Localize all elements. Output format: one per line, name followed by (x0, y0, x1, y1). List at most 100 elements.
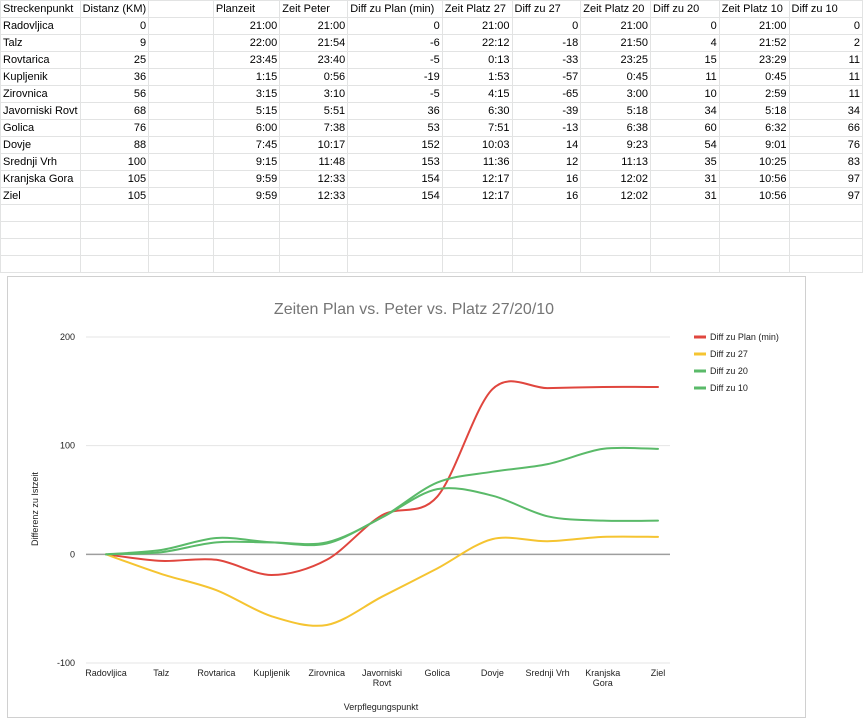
cell[interactable] (148, 136, 214, 154)
cell[interactable] (148, 51, 214, 69)
cell[interactable]: 11:48 (279, 153, 349, 171)
cell[interactable]: 23:45 (212, 51, 281, 69)
cell[interactable]: 21:00 (580, 17, 652, 35)
column-header[interactable]: Diff zu 27 (511, 0, 582, 18)
cell[interactable]: 12:02 (580, 170, 652, 188)
cell[interactable]: -13 (511, 119, 582, 137)
cell[interactable]: 12:17 (441, 187, 513, 205)
cell[interactable]: 10:56 (718, 187, 790, 205)
cell[interactable] (148, 34, 214, 52)
cell[interactable]: 10:17 (279, 136, 349, 154)
empty-cell[interactable] (511, 221, 582, 239)
cell[interactable]: 9:59 (212, 170, 281, 188)
cell[interactable]: 21:00 (279, 17, 349, 35)
cell[interactable]: 36 (79, 68, 150, 86)
cell[interactable]: 12:02 (580, 187, 652, 205)
empty-cell[interactable] (718, 204, 790, 222)
empty-cell[interactable] (788, 204, 863, 222)
cell[interactable]: 88 (79, 136, 150, 154)
column-header[interactable]: Planzeit (212, 0, 281, 18)
empty-cell[interactable] (79, 238, 150, 256)
cell[interactable]: 0:45 (718, 68, 790, 86)
cell[interactable]: 35 (650, 153, 720, 171)
cell[interactable]: 9:23 (580, 136, 652, 154)
empty-cell[interactable] (441, 221, 513, 239)
cell[interactable]: 60 (650, 119, 720, 137)
cell[interactable]: -19 (347, 68, 443, 86)
cell[interactable]: 14 (511, 136, 582, 154)
chart-card[interactable]: Zeiten Plan vs. Peter vs. Platz 27/20/10… (7, 276, 806, 718)
cell[interactable]: 9:59 (212, 187, 281, 205)
cell[interactable]: 153 (347, 153, 443, 171)
cell[interactable]: Dovje (0, 136, 81, 154)
legend-label[interactable]: Diff zu 10 (710, 383, 748, 393)
cell[interactable]: 16 (511, 170, 582, 188)
cell[interactable]: 105 (79, 170, 150, 188)
column-header[interactable]: Zeit Peter (279, 0, 349, 18)
cell[interactable]: 21:52 (718, 34, 790, 52)
cell[interactable]: 7:38 (279, 119, 349, 137)
cell[interactable]: 12:17 (441, 170, 513, 188)
cell[interactable]: 9:15 (212, 153, 281, 171)
column-header[interactable]: Diff zu 20 (650, 0, 720, 18)
empty-cell[interactable] (148, 204, 214, 222)
empty-cell[interactable] (0, 255, 81, 273)
empty-cell[interactable] (650, 204, 720, 222)
cell[interactable]: 11:13 (580, 153, 652, 171)
cell[interactable]: 0:56 (279, 68, 349, 86)
cell[interactable]: 154 (347, 170, 443, 188)
empty-cell[interactable] (441, 238, 513, 256)
cell[interactable]: Zirovnica (0, 85, 81, 103)
empty-cell[interactable] (347, 204, 443, 222)
empty-cell[interactable] (441, 204, 513, 222)
cell[interactable]: 11 (650, 68, 720, 86)
empty-cell[interactable] (788, 238, 863, 256)
cell[interactable]: -5 (347, 51, 443, 69)
empty-cell[interactable] (511, 204, 582, 222)
cell[interactable]: 4 (650, 34, 720, 52)
cell[interactable]: 3:10 (279, 85, 349, 103)
cell[interactable]: 0 (788, 17, 863, 35)
column-header[interactable]: Distanz (KM) (79, 0, 150, 18)
series-line-1[interactable] (105, 535, 659, 627)
cell[interactable]: 11 (788, 68, 863, 86)
cell[interactable]: 10:25 (718, 153, 790, 171)
column-header[interactable]: Streckenpunkt (0, 0, 81, 18)
cell[interactable]: 5:51 (279, 102, 349, 120)
cell[interactable]: 15 (650, 51, 720, 69)
empty-cell[interactable] (148, 221, 214, 239)
empty-cell[interactable] (212, 204, 281, 222)
cell[interactable]: 21:00 (212, 17, 281, 35)
empty-cell[interactable] (79, 255, 150, 273)
cell[interactable]: 97 (788, 170, 863, 188)
empty-cell[interactable] (650, 238, 720, 256)
empty-cell[interactable] (212, 221, 281, 239)
empty-cell[interactable] (0, 221, 81, 239)
cell[interactable]: Talz (0, 34, 81, 52)
cell[interactable]: 3:00 (580, 85, 652, 103)
empty-cell[interactable] (0, 238, 81, 256)
cell[interactable]: 76 (788, 136, 863, 154)
cell[interactable]: 7:51 (441, 119, 513, 137)
column-header[interactable]: Zeit Platz 10 (718, 0, 790, 18)
cell[interactable]: 23:29 (718, 51, 790, 69)
empty-cell[interactable] (347, 255, 443, 273)
cell[interactable]: 34 (788, 102, 863, 120)
cell[interactable]: 2 (788, 34, 863, 52)
cell[interactable] (148, 17, 214, 35)
empty-cell[interactable] (580, 255, 652, 273)
cell[interactable]: 1:15 (212, 68, 281, 86)
empty-cell[interactable] (279, 238, 349, 256)
cell[interactable]: 0 (79, 17, 150, 35)
cell[interactable]: 9 (79, 34, 150, 52)
cell[interactable]: 97 (788, 187, 863, 205)
cell[interactable]: 66 (788, 119, 863, 137)
empty-cell[interactable] (580, 204, 652, 222)
cell[interactable]: 68 (79, 102, 150, 120)
cell[interactable]: 3:15 (212, 85, 281, 103)
cell[interactable]: 11 (788, 85, 863, 103)
cell[interactable]: 16 (511, 187, 582, 205)
empty-cell[interactable] (279, 255, 349, 273)
cell[interactable]: 2:59 (718, 85, 790, 103)
cell[interactable] (148, 85, 214, 103)
